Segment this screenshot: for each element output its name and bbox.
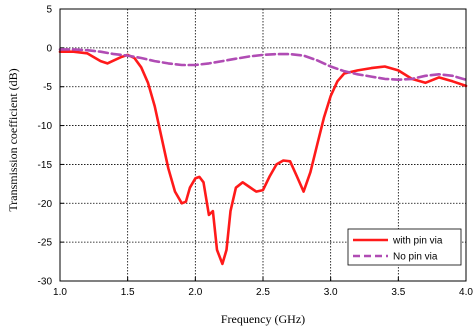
x-tick-label: 3.5 [391,287,405,298]
x-tick-label: 3.0 [324,287,338,298]
series-line-no-pin-via [58,48,468,81]
y-tick-label: -20 [38,199,53,210]
plot-frame [59,8,467,282]
x-tick-label: 1.5 [121,287,135,298]
legend: with pin via No pin via [347,228,462,266]
x-tick-label: 2.5 [256,287,270,298]
x-axis-label: Frequency (GHz) [221,312,305,326]
series-group [58,48,468,266]
x-tick-label: 2.0 [188,287,202,298]
x-ticks: 1.0 1.5 2.0 2.5 3.0 3.5 4.0 [53,277,473,298]
y-axis-label: Transmission coefficient (dB) [6,68,20,211]
x-tick-label: 4.0 [459,287,473,298]
y-tick-label: 5 [46,5,52,16]
y-tick-label: -30 [38,277,53,288]
legend-box [347,228,462,266]
legend-label-with-pin-via: with pin via [392,236,443,247]
y-tick-label: 0 [46,43,52,54]
legend-label-no-pin-via: No pin via [393,252,438,263]
y-tick-label: -5 [43,82,52,93]
y-tick-label: -10 [38,121,53,132]
x-tick-label: 1.0 [53,287,67,298]
y-tick-label: -25 [38,238,53,249]
y-tick-label: -15 [38,160,53,171]
